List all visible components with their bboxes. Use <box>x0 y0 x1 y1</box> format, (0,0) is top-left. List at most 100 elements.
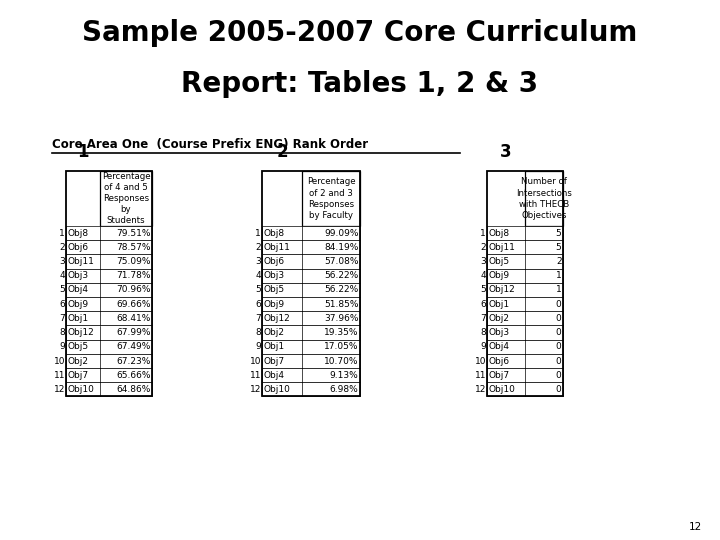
Text: 12: 12 <box>474 385 486 394</box>
Bar <box>262 297 360 311</box>
Text: 17.05%: 17.05% <box>324 342 359 352</box>
Bar <box>100 171 152 226</box>
Bar <box>66 240 152 254</box>
Text: 1: 1 <box>256 229 261 238</box>
Text: Number of
Intersections
with THECB
Objectives: Number of Intersections with THECB Objec… <box>516 178 572 220</box>
Text: 2: 2 <box>59 243 65 252</box>
Text: 3: 3 <box>59 257 65 266</box>
Text: 2: 2 <box>256 243 261 252</box>
Text: 67.49%: 67.49% <box>116 342 150 352</box>
Text: Obj5: Obj5 <box>488 257 510 266</box>
Text: 56.22%: 56.22% <box>324 286 359 294</box>
Text: Obj12: Obj12 <box>68 328 94 337</box>
Text: 10: 10 <box>250 356 261 366</box>
Text: 67.99%: 67.99% <box>116 328 150 337</box>
Text: 70.96%: 70.96% <box>116 286 150 294</box>
Bar <box>262 368 360 382</box>
Text: 9: 9 <box>480 342 486 352</box>
Bar <box>262 382 360 396</box>
Text: 79.51%: 79.51% <box>116 229 150 238</box>
Text: 9.13%: 9.13% <box>330 370 359 380</box>
Text: Obj6: Obj6 <box>68 243 89 252</box>
Text: 0: 0 <box>556 356 562 366</box>
Text: 0: 0 <box>556 342 562 352</box>
Text: Obj2: Obj2 <box>488 314 510 323</box>
Bar <box>262 283 360 297</box>
Text: Obj12: Obj12 <box>488 286 516 294</box>
Text: 5: 5 <box>480 286 486 294</box>
Text: Obj6: Obj6 <box>264 257 284 266</box>
Text: 0: 0 <box>556 300 562 309</box>
Bar <box>262 240 360 254</box>
Text: 11: 11 <box>250 370 261 380</box>
Bar <box>525 171 563 226</box>
Bar <box>66 368 152 382</box>
Text: Obj4: Obj4 <box>68 286 89 294</box>
Text: 0: 0 <box>556 370 562 380</box>
Bar <box>487 254 563 269</box>
Text: Obj11: Obj11 <box>264 243 290 252</box>
Text: 84.19%: 84.19% <box>324 243 359 252</box>
Bar <box>66 226 152 240</box>
Text: Obj9: Obj9 <box>264 300 284 309</box>
Text: 6: 6 <box>480 300 486 309</box>
Bar <box>66 283 152 297</box>
Text: Obj10: Obj10 <box>264 385 290 394</box>
Text: 1: 1 <box>59 229 65 238</box>
Bar <box>262 326 360 340</box>
Text: Obj3: Obj3 <box>264 271 284 280</box>
Text: 69.66%: 69.66% <box>116 300 150 309</box>
Text: 57.08%: 57.08% <box>324 257 359 266</box>
Text: 8: 8 <box>59 328 65 337</box>
Text: Obj8: Obj8 <box>264 229 284 238</box>
Text: 0: 0 <box>556 328 562 337</box>
Text: 68.41%: 68.41% <box>116 314 150 323</box>
Text: 4: 4 <box>256 271 261 280</box>
Text: Obj11: Obj11 <box>488 243 516 252</box>
Text: Obj3: Obj3 <box>488 328 510 337</box>
Bar <box>487 326 563 340</box>
Text: 11: 11 <box>474 370 486 380</box>
Text: Obj5: Obj5 <box>68 342 89 352</box>
Bar <box>487 171 563 396</box>
Text: 64.86%: 64.86% <box>116 385 150 394</box>
Text: 5: 5 <box>59 286 65 294</box>
Bar <box>487 368 563 382</box>
Text: 5: 5 <box>556 229 562 238</box>
Bar <box>487 311 563 326</box>
Text: 67.23%: 67.23% <box>116 356 150 366</box>
Bar <box>66 171 152 396</box>
Bar <box>262 226 360 240</box>
Bar <box>262 254 360 269</box>
Text: 37.96%: 37.96% <box>324 314 359 323</box>
Text: 56.22%: 56.22% <box>324 271 359 280</box>
Text: 3: 3 <box>500 143 512 161</box>
Bar <box>66 311 152 326</box>
Text: 6: 6 <box>59 300 65 309</box>
Bar <box>262 354 360 368</box>
Bar <box>487 240 563 254</box>
Text: Percentage
of 2 and 3
Responses
by Faculty: Percentage of 2 and 3 Responses by Facul… <box>307 178 355 220</box>
Text: Obj7: Obj7 <box>68 370 89 380</box>
Text: 2: 2 <box>556 257 562 266</box>
Text: Obj2: Obj2 <box>264 328 284 337</box>
Text: 2: 2 <box>480 243 486 252</box>
Text: 1: 1 <box>556 286 562 294</box>
Bar <box>262 171 360 396</box>
Text: Obj9: Obj9 <box>68 300 89 309</box>
Text: 0: 0 <box>556 314 562 323</box>
Text: 7: 7 <box>480 314 486 323</box>
Text: 6: 6 <box>256 300 261 309</box>
Text: 5: 5 <box>256 286 261 294</box>
Text: 10: 10 <box>474 356 486 366</box>
Bar <box>66 326 152 340</box>
Text: 11: 11 <box>53 370 65 380</box>
Text: Obj7: Obj7 <box>264 356 284 366</box>
Bar <box>487 226 563 240</box>
Text: Sample 2005-2007 Core Curriculum: Sample 2005-2007 Core Curriculum <box>82 18 638 46</box>
Text: Obj2: Obj2 <box>68 356 89 366</box>
Text: 71.78%: 71.78% <box>116 271 150 280</box>
Text: 8: 8 <box>480 328 486 337</box>
Text: Obj5: Obj5 <box>264 286 284 294</box>
Bar <box>66 340 152 354</box>
